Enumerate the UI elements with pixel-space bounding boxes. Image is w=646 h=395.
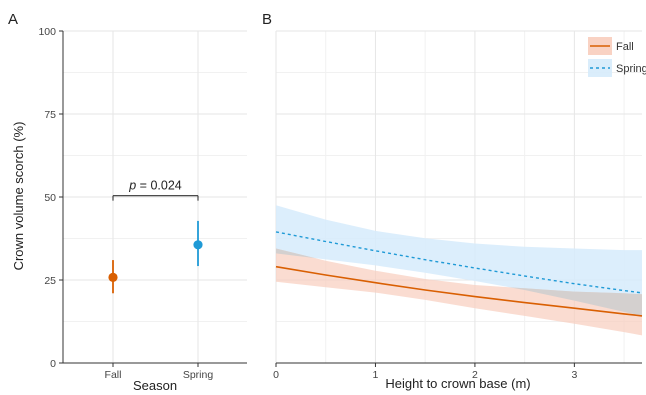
p-value-number: = 0.024: [136, 179, 182, 193]
panel-a-y-tick-label: 0: [50, 358, 56, 370]
panel-a-grid: [62, 30, 247, 364]
panel-b-confidence-bands: [276, 205, 642, 336]
panel-a-x-tick-label: Fall: [105, 369, 122, 381]
legend: Fall Spring: [588, 37, 646, 77]
panel-a-y-tick-label: 50: [44, 192, 56, 204]
panel-a-label: A: [8, 11, 18, 28]
p-value-symbol: p: [128, 179, 136, 193]
legend-label: Fall: [616, 41, 634, 53]
panel-a-y-tick-label: 75: [44, 109, 56, 121]
fall-confidence-band: [276, 248, 642, 336]
panel-a-ticks: 0 25 50 75 100 Fall Spring: [38, 26, 213, 381]
p-value-annotation: p = 0.024: [112, 179, 199, 201]
panel-b-ticks: 0 1 2 3: [273, 363, 577, 381]
panel-b-x-tick-label: 2: [472, 369, 478, 381]
panel-b-x-tick-label: 3: [571, 369, 577, 381]
fall-line: [275, 265, 643, 317]
panel-b-x-axis-title: Height to crown base (m): [385, 376, 530, 391]
panel-a-y-tick-label: 100: [38, 26, 56, 38]
panel-a-points: [108, 220, 203, 294]
panel-a-x-axis-title: Season: [133, 378, 177, 393]
panel-b-x-tick-label: 1: [373, 369, 379, 381]
legend-key-background: [588, 59, 612, 77]
panel-b-x-tick-label: 0: [273, 369, 279, 381]
spring-line: [275, 231, 643, 294]
spring-confidence-band: [276, 205, 642, 316]
panel-b-label: B: [262, 11, 272, 28]
panel-a-y-axis-title: Crown volume scorch (%): [11, 122, 26, 271]
panel-a-y-tick-label: 25: [44, 275, 56, 287]
legend-label: Spring: [616, 63, 646, 75]
panel-a-point: [108, 272, 118, 282]
panel-b-lines: [275, 231, 643, 317]
p-value-text: p = 0.024: [128, 179, 182, 193]
panel-b: B 0 1 2 3 Fall Spring Height to crown base (…: [262, 11, 646, 391]
panel-a-point: [193, 240, 203, 250]
panel-a-x-tick-label: Spring: [183, 369, 214, 381]
